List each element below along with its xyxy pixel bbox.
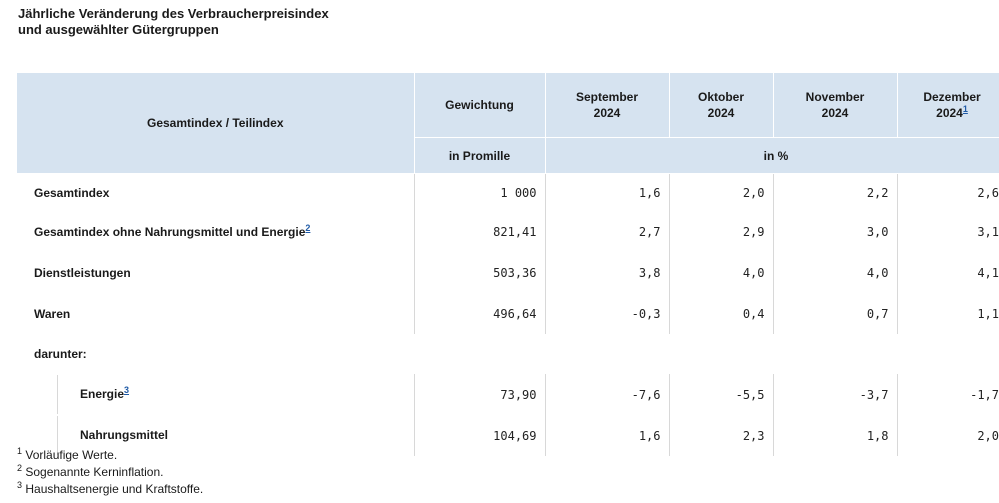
row-value: 2,9 xyxy=(669,211,774,252)
table-row: Gesamtindex 1 000 1,6 2,0 2,2 2,6 xyxy=(17,173,999,211)
header-index: Gesamtindex / Teilindex xyxy=(17,73,415,174)
footnote-item: 1 Vorläufige Werte. xyxy=(17,447,203,464)
row-label-text: Energie xyxy=(80,387,125,401)
row-label: Nahrungsmittel xyxy=(17,415,415,456)
row-value: 4,0 xyxy=(669,252,774,293)
table-title: Jährliche Veränderung des Verbraucherpre… xyxy=(18,6,329,38)
empty-cell xyxy=(669,334,773,374)
footnote-item: 3 Haushaltsenergie und Kraftstoffe. xyxy=(17,481,203,498)
footnote-link-2[interactable]: 2 xyxy=(305,222,311,233)
footnote-text: Vorläufige Werte. xyxy=(25,448,118,462)
row-weight: 503,36 xyxy=(414,252,546,293)
row-label: Energie3 xyxy=(17,374,415,415)
row-value: 1,1 xyxy=(977,306,999,321)
row-label: Dienstleistungen xyxy=(17,252,415,293)
table-row: Dienstleistungen 503,36 3,8 4,0 4,0 4,1 xyxy=(17,252,999,293)
header-weight-unit: in Promille xyxy=(414,137,546,174)
row-value: -5,5 xyxy=(669,374,774,415)
header-month-0: September 2024 xyxy=(545,73,670,138)
row-value: 2,6 xyxy=(977,185,999,200)
table-row: Gesamtindex ohne Nahrungsmittel und Ener… xyxy=(17,211,999,252)
row-value: 2,0 xyxy=(977,428,999,443)
footnote-link-3[interactable]: 3 xyxy=(124,385,130,395)
row-value: -0,3 xyxy=(545,293,670,334)
row-weight: 104,69 xyxy=(414,415,546,456)
header-month-3: Dezember 20241 xyxy=(897,73,999,138)
row-value: -7,6 xyxy=(545,374,670,415)
row-label: Gesamtindex ohne Nahrungsmittel und Ener… xyxy=(17,211,415,252)
empty-cell xyxy=(414,334,545,374)
row-label: Waren xyxy=(17,293,415,334)
header-month-3-year: 2024 xyxy=(936,106,963,120)
title-line-2: und ausgewählter Gütergruppen xyxy=(18,22,219,37)
row-weight: 1 000 xyxy=(414,173,546,211)
footnote-link-1[interactable]: 1 xyxy=(962,104,968,114)
row-label-text: Dienstleistungen xyxy=(34,265,131,280)
table-body: Gesamtindex 1 000 1,6 2,0 2,2 2,6 Gesamt… xyxy=(17,173,999,456)
row-value: 2,3 xyxy=(669,415,774,456)
row-value: 4,1 xyxy=(977,265,999,280)
header-month-2-name: November xyxy=(805,90,865,104)
row-value: 3,0 xyxy=(773,211,898,252)
footnote-number: 1 xyxy=(17,446,23,456)
table-row-sub: Energie3 73,90 -7,6 -5,5 -3,7 -1,7 xyxy=(17,374,999,415)
footnote-item: 2 Sogenannte Kerninflation. xyxy=(17,464,203,481)
row-value: 2,0 xyxy=(669,173,774,211)
footnotes: 1 Vorläufige Werte. 2 Sogenannte Kerninf… xyxy=(17,447,203,498)
header-month-1: Oktober 2024 xyxy=(669,73,774,138)
row-value: 1,6 xyxy=(545,415,670,456)
header-month-3-name: Dezember xyxy=(923,90,981,104)
header-weight: Gewichtung xyxy=(414,73,546,138)
row-weight: 496,64 xyxy=(414,293,546,334)
title-line-1: Jährliche Veränderung des Verbraucherpre… xyxy=(18,6,329,21)
row-value: -3,7 xyxy=(773,374,898,415)
row-value: 4,0 xyxy=(773,252,898,293)
row-weight: 73,90 xyxy=(414,374,546,415)
row-label-text: Waren xyxy=(34,306,71,321)
row-value: 2,7 xyxy=(545,211,670,252)
darunter-label: darunter: xyxy=(34,347,87,361)
footnote-number: 3 xyxy=(17,480,23,490)
header-percent-unit: in % xyxy=(545,137,999,174)
row-value: 2,2 xyxy=(773,173,898,211)
row-label-text: Gesamtindex xyxy=(34,185,110,200)
row-value: 0,4 xyxy=(669,293,774,334)
empty-cell xyxy=(773,334,897,374)
empty-cell xyxy=(897,334,999,374)
row-value: 1,6 xyxy=(545,173,670,211)
row-weight: 821,41 xyxy=(414,211,546,252)
table-row-darunter: darunter: xyxy=(17,334,999,374)
footnote-text: Sogenannte Kerninflation. xyxy=(25,465,164,479)
row-value: 3,8 xyxy=(545,252,670,293)
table-row: Waren 496,64 -0,3 0,4 0,7 1,1 xyxy=(17,293,999,334)
row-value: 0,7 xyxy=(773,293,898,334)
header-month-1-year: 2024 xyxy=(707,106,735,120)
header-month-1-name: Oktober xyxy=(697,90,744,104)
row-label-text: Gesamtindex ohne Nahrungsmittel und Ener… xyxy=(34,224,306,239)
row-label-text: Nahrungsmittel xyxy=(80,428,169,442)
row-value: -1,7 xyxy=(970,387,999,402)
header-month-2: November 2024 xyxy=(773,73,898,138)
footnote-text: Haushaltsenergie und Kraftstoffe. xyxy=(25,482,204,496)
row-label: Gesamtindex xyxy=(17,173,415,211)
header-month-2-year: 2024 xyxy=(821,106,849,120)
row-value: 1,8 xyxy=(773,415,898,456)
empty-cell xyxy=(545,334,669,374)
header-month-0-year: 2024 xyxy=(593,106,621,120)
table-header: Gesamtindex / Teilindex Gewichtung Septe… xyxy=(17,73,999,174)
price-index-table: Gesamtindex / Teilindex Gewichtung Septe… xyxy=(17,73,999,456)
table-row-sub: Nahrungsmittel 104,69 1,6 2,3 1,8 2,0 xyxy=(17,415,999,456)
row-value: 3,1 xyxy=(977,224,999,239)
header-month-0-name: September xyxy=(575,90,639,104)
footnote-number: 2 xyxy=(17,463,23,473)
